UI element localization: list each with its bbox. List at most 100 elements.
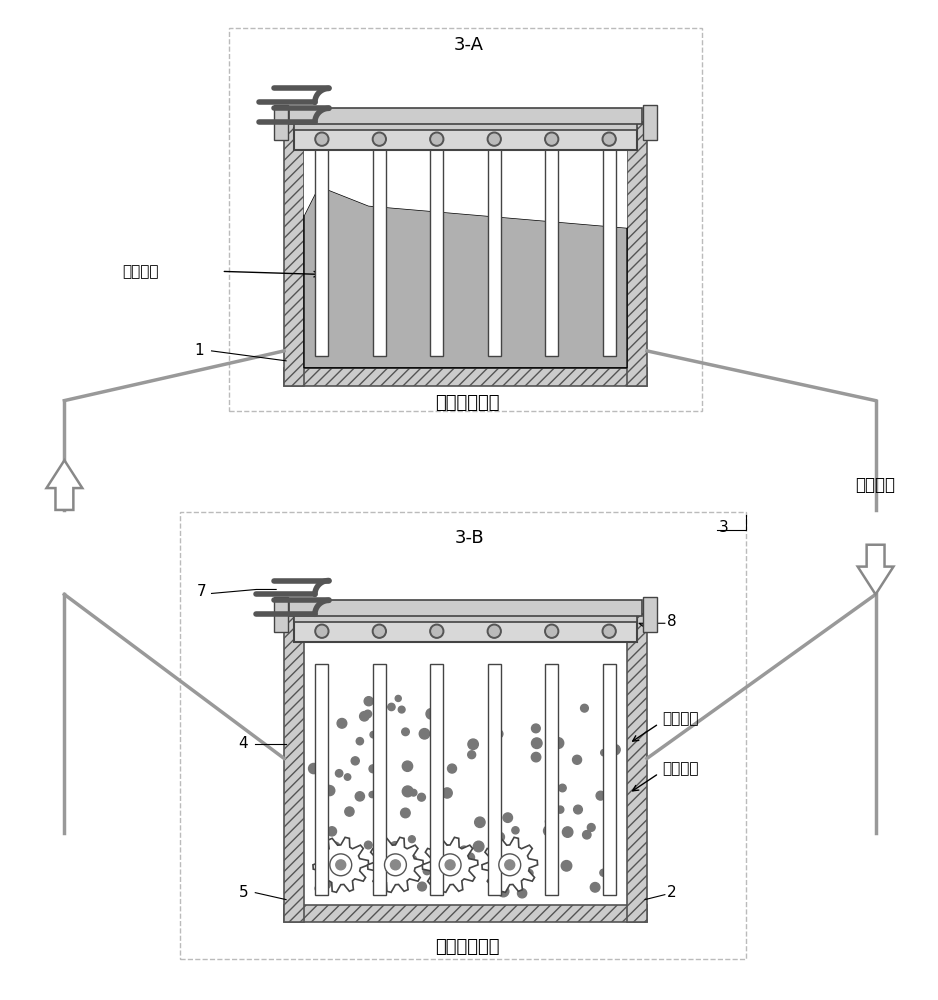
Circle shape bbox=[315, 885, 322, 892]
Circle shape bbox=[356, 738, 364, 745]
Text: 5: 5 bbox=[238, 885, 249, 900]
Circle shape bbox=[410, 789, 416, 796]
Circle shape bbox=[430, 624, 444, 638]
Circle shape bbox=[546, 840, 554, 849]
Bar bbox=[373, 664, 386, 895]
Bar bbox=[284, 905, 647, 922]
Circle shape bbox=[385, 854, 406, 876]
Circle shape bbox=[492, 885, 501, 894]
Circle shape bbox=[453, 864, 461, 871]
Circle shape bbox=[372, 132, 386, 146]
Circle shape bbox=[390, 860, 401, 870]
Circle shape bbox=[431, 626, 442, 636]
Bar bbox=[315, 664, 328, 895]
Bar bbox=[545, 664, 558, 895]
Bar bbox=[294, 612, 637, 622]
Circle shape bbox=[369, 765, 377, 773]
Circle shape bbox=[465, 853, 475, 862]
Circle shape bbox=[315, 624, 329, 638]
Bar bbox=[284, 614, 304, 922]
Bar bbox=[304, 122, 628, 368]
Polygon shape bbox=[422, 837, 478, 892]
Circle shape bbox=[446, 860, 455, 870]
Circle shape bbox=[526, 870, 533, 877]
Circle shape bbox=[365, 841, 372, 849]
Circle shape bbox=[494, 730, 503, 738]
Text: 3-B: 3-B bbox=[454, 529, 484, 547]
Bar bbox=[603, 664, 615, 895]
Circle shape bbox=[408, 836, 416, 843]
Circle shape bbox=[512, 827, 519, 834]
Circle shape bbox=[364, 697, 373, 706]
Circle shape bbox=[532, 724, 540, 733]
Circle shape bbox=[604, 134, 614, 144]
Circle shape bbox=[545, 818, 552, 825]
Circle shape bbox=[369, 792, 375, 798]
Circle shape bbox=[315, 132, 329, 146]
Bar bbox=[315, 140, 328, 356]
Bar bbox=[431, 664, 444, 895]
Circle shape bbox=[610, 745, 620, 755]
Bar bbox=[294, 120, 637, 130]
Circle shape bbox=[352, 859, 358, 866]
Circle shape bbox=[442, 788, 452, 798]
Circle shape bbox=[351, 757, 359, 765]
Circle shape bbox=[364, 710, 371, 718]
Circle shape bbox=[604, 845, 613, 854]
Circle shape bbox=[604, 626, 614, 636]
Circle shape bbox=[600, 749, 607, 756]
Bar bbox=[230, 28, 702, 411]
Circle shape bbox=[325, 786, 335, 796]
Circle shape bbox=[372, 624, 386, 638]
Circle shape bbox=[518, 889, 527, 898]
Circle shape bbox=[553, 738, 564, 748]
Text: 余热回收过程: 余热回收过程 bbox=[434, 394, 499, 412]
Circle shape bbox=[488, 624, 501, 638]
Circle shape bbox=[572, 755, 582, 764]
Circle shape bbox=[490, 626, 499, 636]
Circle shape bbox=[545, 132, 559, 146]
Text: 1: 1 bbox=[195, 343, 204, 358]
Polygon shape bbox=[482, 837, 537, 892]
Circle shape bbox=[401, 808, 410, 818]
Bar bbox=[294, 620, 637, 642]
Polygon shape bbox=[368, 837, 423, 892]
Text: 液态燓渣: 液态燓渣 bbox=[122, 264, 159, 279]
Circle shape bbox=[460, 846, 468, 855]
FancyArrow shape bbox=[857, 545, 894, 594]
Circle shape bbox=[491, 714, 497, 720]
FancyArrow shape bbox=[47, 460, 83, 510]
Bar bbox=[180, 512, 747, 959]
Circle shape bbox=[600, 869, 607, 876]
Circle shape bbox=[317, 626, 326, 636]
Circle shape bbox=[498, 886, 508, 897]
Circle shape bbox=[390, 842, 401, 852]
Polygon shape bbox=[313, 837, 369, 892]
Circle shape bbox=[356, 792, 365, 801]
Circle shape bbox=[317, 134, 326, 144]
Circle shape bbox=[597, 791, 605, 800]
Text: 燓渣颗粒: 燓渣颗粒 bbox=[662, 761, 699, 776]
Circle shape bbox=[327, 845, 336, 854]
Circle shape bbox=[468, 739, 478, 749]
Circle shape bbox=[374, 134, 385, 144]
Circle shape bbox=[439, 854, 461, 876]
Bar bbox=[284, 368, 647, 386]
Circle shape bbox=[321, 880, 330, 889]
Circle shape bbox=[417, 793, 426, 801]
Circle shape bbox=[561, 861, 572, 871]
Circle shape bbox=[581, 704, 588, 712]
Circle shape bbox=[402, 761, 413, 771]
Text: 同时运行: 同时运行 bbox=[855, 476, 896, 494]
Circle shape bbox=[474, 841, 484, 852]
Polygon shape bbox=[304, 186, 628, 368]
Circle shape bbox=[602, 132, 616, 146]
Circle shape bbox=[602, 624, 616, 638]
Circle shape bbox=[605, 763, 615, 773]
Circle shape bbox=[559, 784, 567, 792]
Bar bbox=[643, 105, 657, 140]
Bar bbox=[274, 597, 288, 632]
Text: 燓渣粒化过程: 燓渣粒化过程 bbox=[434, 938, 499, 956]
Circle shape bbox=[439, 844, 450, 854]
Circle shape bbox=[359, 712, 369, 721]
